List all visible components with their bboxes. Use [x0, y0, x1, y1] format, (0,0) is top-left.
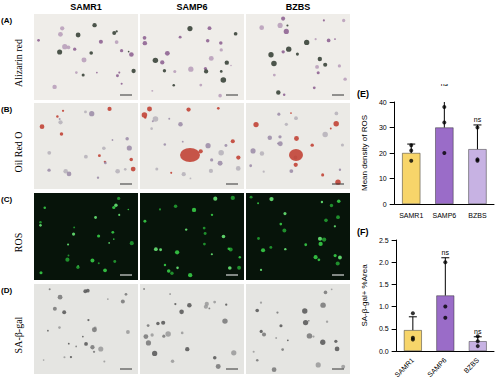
svg-text:(D): (D)	[1, 286, 12, 295]
svg-text:0: 0	[383, 201, 387, 208]
svg-text:(B): (B)	[1, 105, 12, 114]
svg-text:30: 30	[379, 124, 387, 131]
svg-text:ROS: ROS	[13, 233, 24, 252]
svg-text:20: 20	[379, 150, 387, 157]
svg-text:Mean density of ROS: Mean density of ROS	[360, 115, 369, 191]
svg-text:ns: ns	[474, 328, 482, 335]
svg-text:40: 40	[379, 99, 387, 106]
svg-text:10: 10	[379, 175, 387, 182]
svg-text:SA-β-gal+ %Area: SA-β-gal+ %Area	[360, 264, 369, 327]
svg-text:SA-β-gal: SA-β-gal	[13, 316, 24, 353]
svg-text:ns: ns	[442, 249, 450, 256]
svg-text:BZBS: BZBS	[286, 2, 311, 12]
svg-text:(C): (C)	[1, 195, 12, 204]
svg-text:ns: ns	[441, 84, 449, 87]
svg-text:Alizarin red: Alizarin red	[13, 39, 24, 87]
svg-text:SAMR1: SAMR1	[399, 212, 423, 219]
svg-text:1.0: 1.0	[379, 303, 389, 310]
svg-text:SAMP6: SAMP6	[432, 212, 456, 219]
svg-text:ns: ns	[474, 116, 482, 123]
svg-text:SAMR1: SAMR1	[393, 356, 415, 378]
svg-text:(F): (F)	[357, 227, 369, 237]
svg-text:SAMR1: SAMR1	[70, 2, 102, 12]
svg-text:2.5: 2.5	[379, 237, 389, 244]
svg-text:2.0: 2.0	[379, 259, 389, 266]
svg-text:(A): (A)	[1, 16, 12, 25]
svg-text:1.5: 1.5	[379, 281, 389, 288]
svg-text:0.0: 0.0	[379, 348, 389, 355]
svg-text:0.5: 0.5	[379, 325, 389, 332]
svg-text:Oil Red O: Oil Red O	[13, 131, 24, 172]
svg-text:(E): (E)	[357, 89, 369, 99]
svg-text:SAMP6: SAMP6	[176, 2, 207, 12]
svg-text:BZBS: BZBS	[468, 212, 487, 219]
svg-text:SAMP6: SAMP6	[426, 356, 448, 378]
svg-text:BZBS: BZBS	[462, 356, 480, 374]
